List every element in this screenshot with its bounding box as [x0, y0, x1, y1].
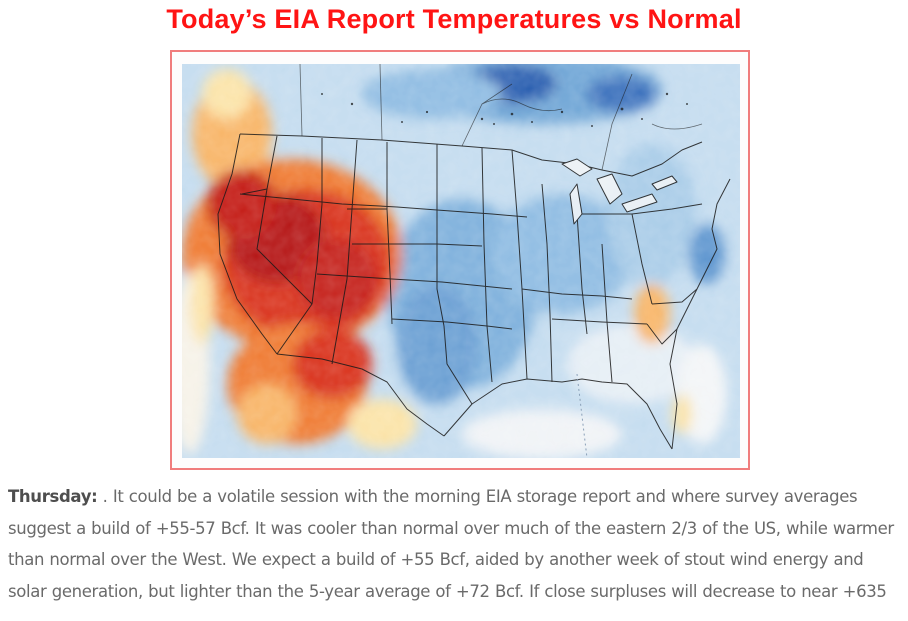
page-title: Today’s EIA Report Temperatures vs Norma… — [166, 4, 742, 34]
temperature-anomaly-map — [170, 50, 750, 470]
article-paragraph: Thursday: . It could be a volatile sessi… — [8, 481, 903, 607]
boundary-lines — [217, 133, 731, 450]
temperature-anomaly-map-image — [182, 64, 740, 458]
lake-dots — [321, 92, 688, 127]
day-label: Thursday: — [8, 487, 98, 506]
map-texture — [182, 64, 740, 458]
meridian-line — [576, 373, 588, 458]
article-body: . It could be a volatile session with th… — [8, 487, 894, 601]
canada-boundaries — [299, 64, 703, 171]
